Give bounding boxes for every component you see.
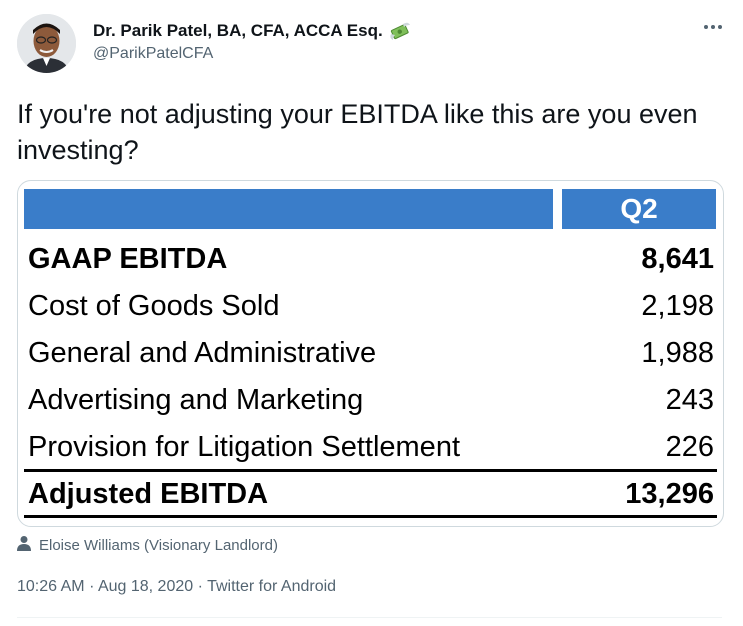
table-row: GAAP EBITDA 8,641 — [28, 236, 714, 282]
row-value: 1,988 — [641, 336, 714, 369]
author-handle[interactable]: @ParikPatelCFA — [93, 45, 214, 62]
tweet-source[interactable]: Twitter for Android — [207, 578, 337, 595]
row-value: 8,641 — [641, 242, 714, 275]
money-with-wings-icon — [389, 20, 411, 42]
tweet-meta: 10:26 AM · Aug 18, 2020 · Twitter for An… — [17, 578, 336, 596]
row-value: 226 — [665, 430, 714, 463]
tweet-date[interactable]: Aug 18, 2020 — [97, 578, 194, 595]
avatar-image — [17, 14, 76, 73]
row-label: Cost of Goods Sold — [28, 289, 280, 322]
tweet-text: If you're not adjusting your EBITDA like… — [17, 99, 698, 165]
meta-separator: · — [89, 578, 95, 595]
table-total-row: Adjusted EBITDA 13,296 — [28, 471, 714, 517]
table-header-bar — [24, 189, 553, 229]
avatar[interactable] — [17, 14, 76, 73]
total-label: Adjusted EBITDA — [28, 477, 269, 510]
table-divider — [24, 469, 717, 472]
table-row: Cost of Goods Sold 2,198 — [28, 283, 714, 329]
table-column-header: Q2 — [562, 189, 716, 229]
author-name-row[interactable]: Dr. Parik Patel, BA, CFA, ACCA Esq. — [93, 20, 411, 42]
row-label: GAAP EBITDA — [28, 242, 228, 275]
divider — [17, 617, 722, 618]
person-icon — [17, 535, 31, 555]
table-row: Provision for Litigation Settlement 226 — [28, 424, 714, 470]
row-label: General and Administrative — [28, 336, 377, 369]
row-value: 2,198 — [641, 289, 714, 322]
row-value: 243 — [665, 383, 714, 416]
row-label: Provision for Litigation Settlement — [28, 430, 460, 463]
tagged-user-name[interactable]: Eloise Williams (Visionary Landlord) — [39, 536, 278, 554]
total-value: 13,296 — [625, 477, 714, 510]
table-row: Advertising and Marketing 243 — [28, 377, 714, 423]
author-display-name[interactable]: Dr. Parik Patel, BA, CFA, ACCA Esq. — [93, 21, 383, 40]
tagged-user[interactable]: Eloise Williams (Visionary Landlord) — [17, 535, 278, 555]
tweet-media-image[interactable]: Q2 GAAP EBITDA 8,641 Cost of Goods Sold … — [17, 180, 724, 527]
more-icon[interactable] — [700, 17, 726, 37]
tweet-time[interactable]: 10:26 AM — [17, 578, 85, 595]
row-label: Advertising and Marketing — [28, 383, 364, 416]
meta-separator: · — [197, 578, 203, 595]
table-bottom-rule — [24, 515, 717, 518]
table-row: General and Administrative 1,988 — [28, 330, 714, 376]
